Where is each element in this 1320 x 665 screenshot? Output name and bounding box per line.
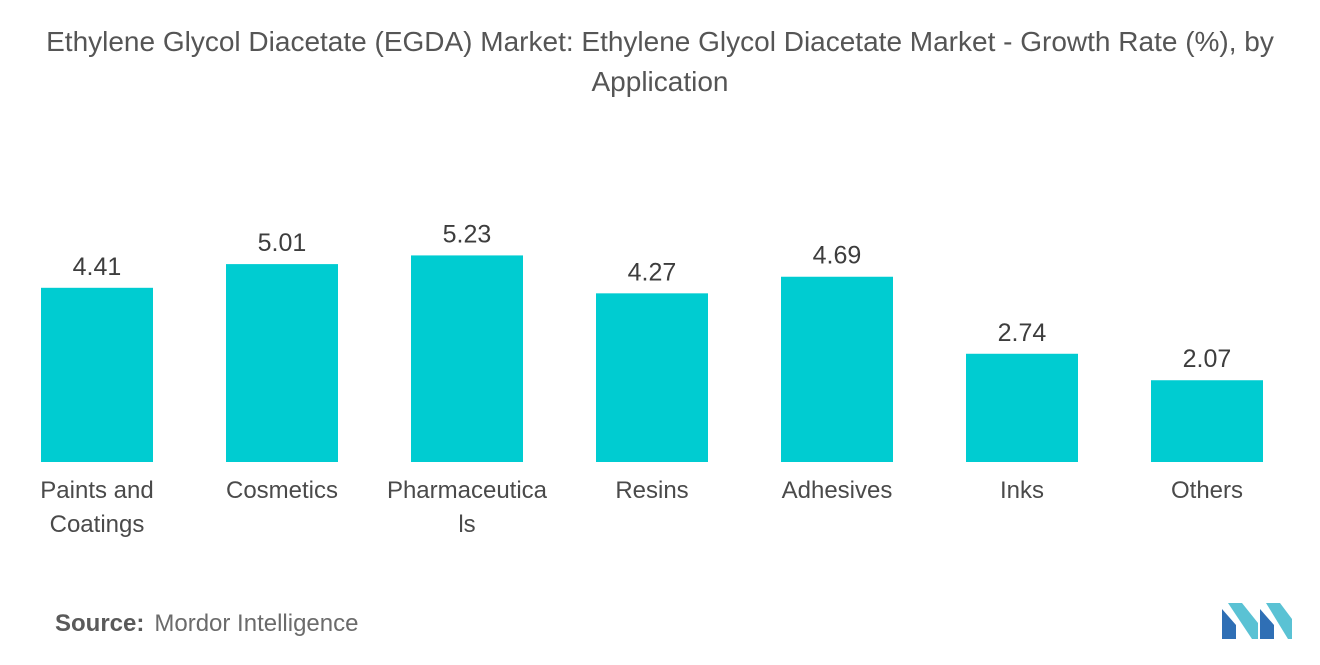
category-label-0-line-0: Paints and xyxy=(40,477,153,504)
value-label-3: 4.27 xyxy=(628,258,677,286)
mordor-intelligence-logo-icon xyxy=(1222,603,1292,639)
category-label-6: Others xyxy=(1171,477,1243,504)
value-label-5: 2.74 xyxy=(998,319,1047,347)
bar-4 xyxy=(781,276,893,462)
category-label-2-line-1: ls xyxy=(458,511,475,538)
bar-0 xyxy=(41,287,153,462)
category-label-2-line-0: Pharmaceutica xyxy=(387,477,548,504)
value-label-1: 5.01 xyxy=(258,229,307,257)
bar-1 xyxy=(226,264,338,462)
bar-3 xyxy=(596,293,708,462)
category-label-3: Resins xyxy=(615,477,688,504)
category-label-5: Inks xyxy=(1000,477,1044,504)
source-value: Mordor Intelligence xyxy=(154,610,359,637)
value-label-6: 2.07 xyxy=(1183,345,1232,373)
bar-2 xyxy=(411,255,523,462)
category-label-1: Cosmetics xyxy=(226,477,338,504)
category-label-0-line-1: Coatings xyxy=(50,511,145,538)
bar-5 xyxy=(966,353,1078,462)
chart-title: Ethylene Glycol Diacetate (EGDA) Market:… xyxy=(46,26,1274,97)
value-label-2: 5.23 xyxy=(443,220,492,248)
value-label-0: 4.41 xyxy=(73,253,122,281)
bar-6 xyxy=(1151,380,1263,462)
category-label-4: Adhesives xyxy=(782,477,893,504)
source-label: Source: xyxy=(55,610,145,637)
source-note: Source: Mordor Intelligence xyxy=(55,610,358,638)
value-label-4: 4.69 xyxy=(813,242,862,270)
